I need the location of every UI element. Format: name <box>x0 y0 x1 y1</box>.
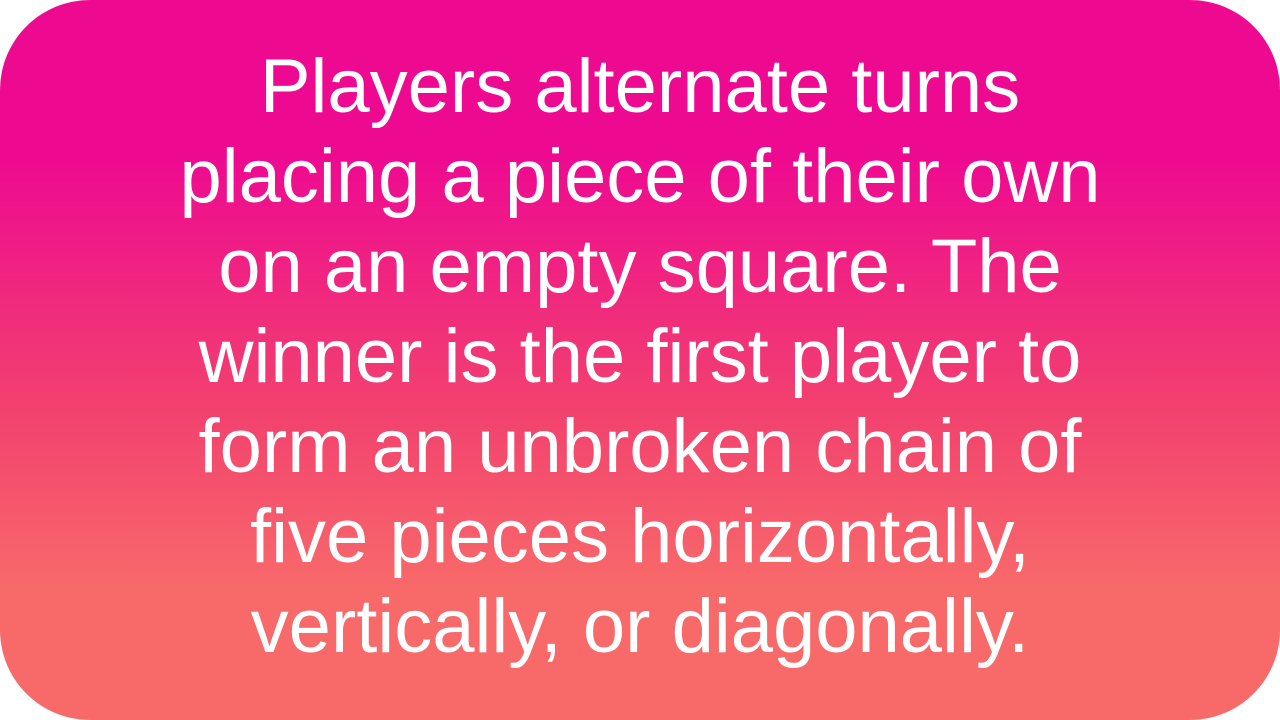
rules-text: Players alternate turns placing a piece … <box>179 44 1101 669</box>
